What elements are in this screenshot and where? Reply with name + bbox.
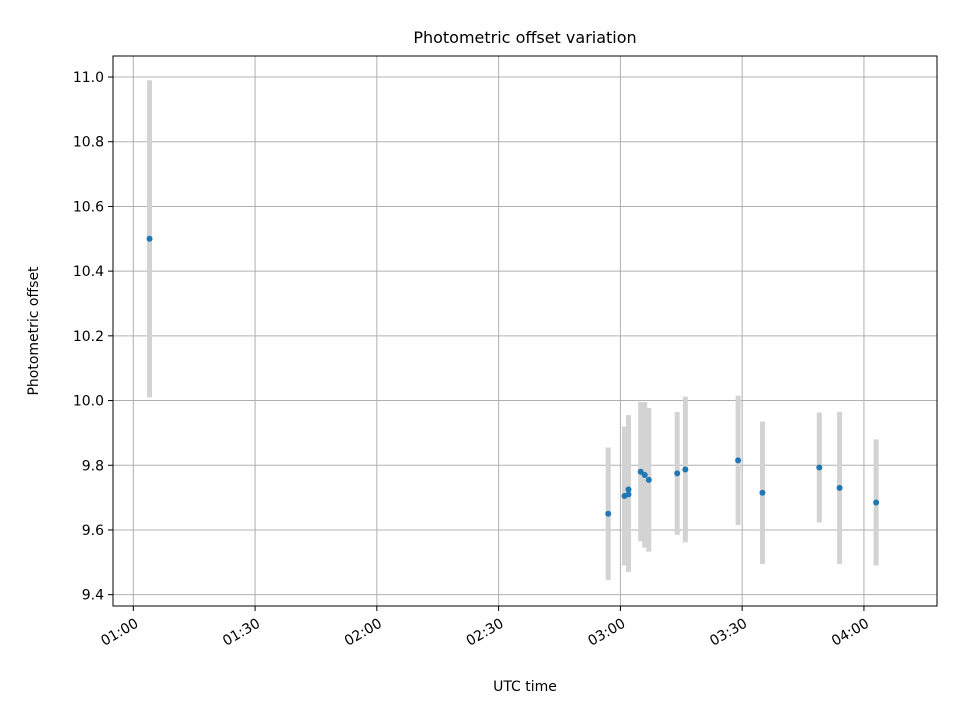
y-tick-label: 11.0 (73, 70, 104, 86)
y-axis-ticks: 9.4 9.6 9.8 10.0 10.2 10.4 10.6 10.8 11.0 (73, 70, 113, 604)
data-point (873, 499, 880, 506)
grid (113, 56, 937, 606)
data-point (682, 466, 689, 473)
data-point (816, 464, 823, 471)
x-axis-ticks: 01:00 01:30 02:00 02:30 03:00 03:30 04:00 (98, 606, 872, 650)
data-point (625, 486, 632, 493)
x-axis-label: UTC time (493, 679, 557, 695)
x-tick-label: 03:00 (585, 616, 628, 650)
chart-title: Photometric offset variation (413, 28, 636, 47)
y-axis-label: Photometric offset (26, 266, 42, 396)
data-point (605, 510, 612, 517)
y-tick-label: 10.6 (73, 199, 104, 215)
plot-area-frame (112, 55, 938, 607)
data-points (146, 235, 880, 517)
data-point (645, 476, 652, 483)
y-tick-label: 10.0 (73, 394, 104, 410)
y-tick-label: 9.4 (82, 588, 104, 604)
x-tick-label: 02:00 (342, 616, 385, 650)
y-tick-label: 10.8 (73, 135, 104, 151)
error-bars (147, 80, 879, 581)
y-tick-label: 9.6 (82, 523, 104, 539)
y-tick-label: 10.2 (73, 329, 104, 345)
x-tick-label: 01:00 (98, 616, 141, 650)
data-point (735, 457, 742, 464)
x-tick-label: 01:30 (220, 616, 263, 650)
x-tick-label: 02:30 (464, 616, 507, 650)
data-point (759, 489, 766, 496)
x-tick-label: 03:30 (707, 616, 750, 650)
y-tick-label: 9.8 (82, 458, 104, 474)
data-point (625, 491, 632, 498)
data-point (146, 235, 153, 242)
data-point (637, 468, 644, 475)
data-point (641, 471, 648, 478)
y-tick-label: 10.4 (73, 264, 104, 280)
x-tick-label: 04:00 (829, 616, 872, 650)
data-point (836, 484, 843, 491)
data-point (674, 470, 681, 477)
